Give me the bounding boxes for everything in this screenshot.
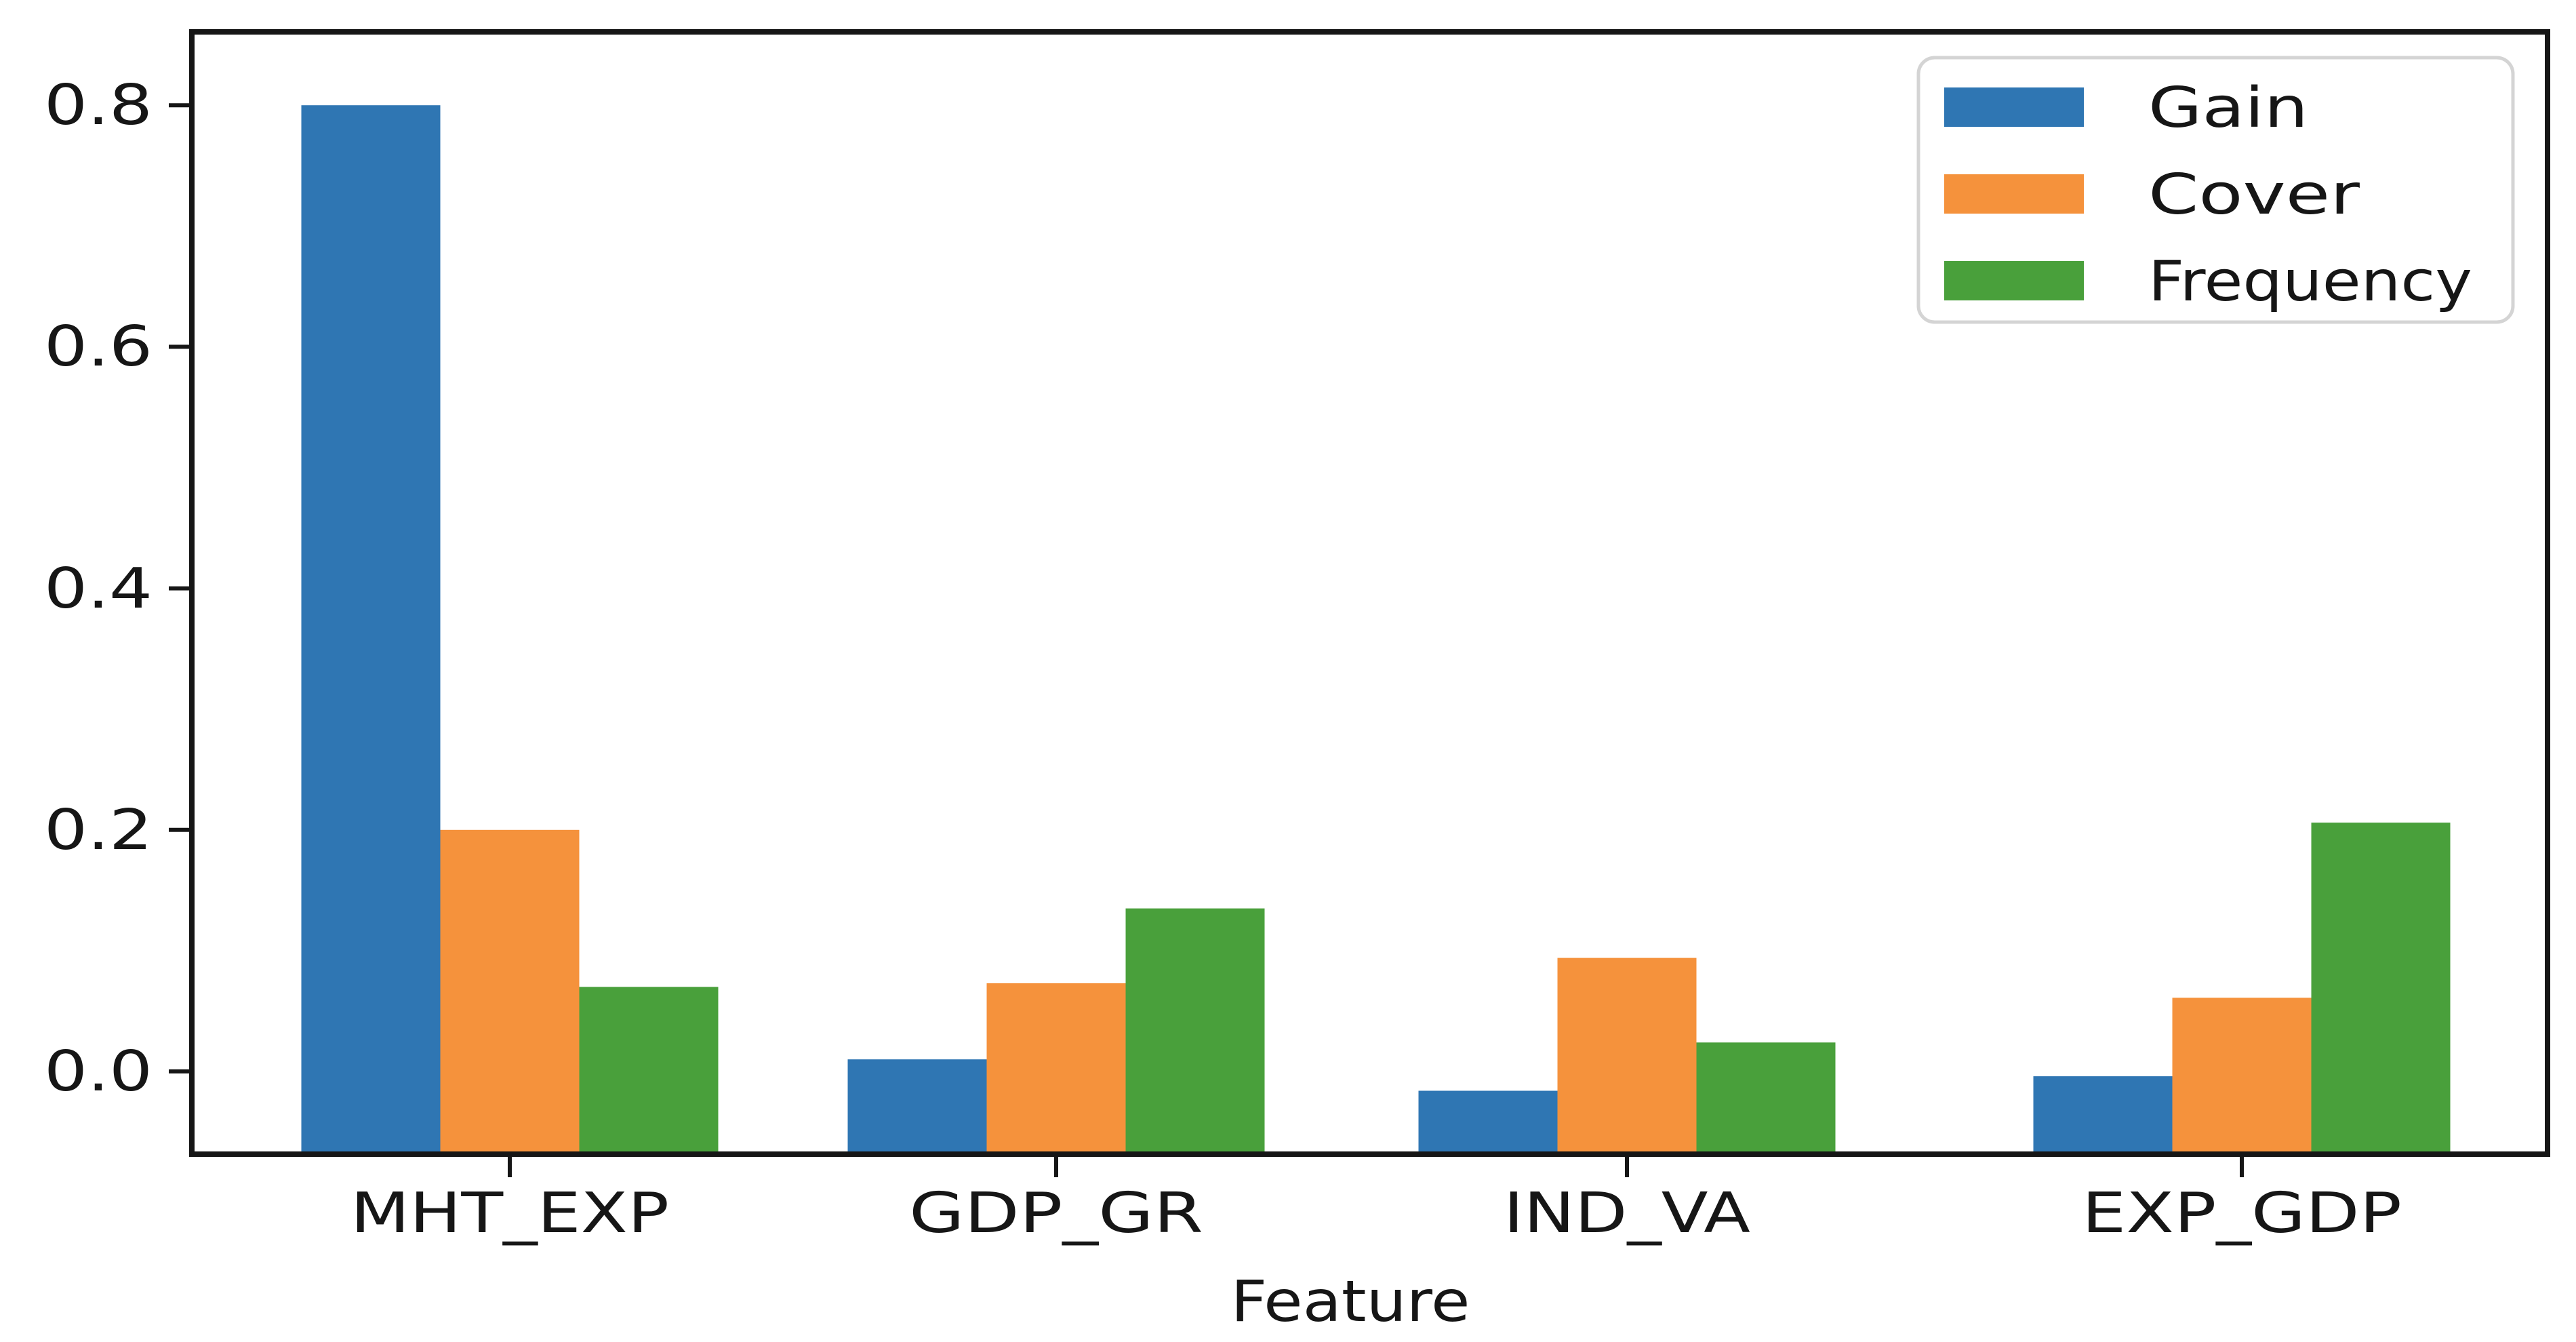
legend-label-cover: Cover [2148,163,2360,227]
legend-label-frequency: Frequency [2148,250,2472,314]
x-tick-label-ind-va: IND_VA [1504,1181,1750,1246]
y-tick-label-0.4: 0.4 [44,557,153,621]
axes-layer [169,29,2550,1177]
y-tick-label-0.8: 0.8 [44,73,153,138]
bar-GDP_GR-frequency [1125,908,1265,1154]
legend-swatch-frequency [1944,261,2084,300]
bars-layer [301,105,2451,1155]
bar-IND_VA-frequency [1696,1042,1836,1154]
x-axis-title: Feature [1231,1268,1470,1335]
bar-MHT_EXP-gain [301,105,441,1155]
bar-EXP_GDP-frequency [2311,823,2451,1154]
y-tick-label-0.0: 0.0 [44,1040,153,1104]
legend: Gain Cover Frequency [1916,56,2515,324]
bar-EXP_GDP-cover [2172,998,2312,1154]
legend-label-gain: Gain [2148,76,2308,140]
bar-MHT_EXP-frequency [579,987,719,1154]
bar-IND_VA-gain [1418,1090,1558,1154]
bar-MHT_EXP-cover [440,829,580,1154]
x-tick-label-mht-exp: MHT_EXP [350,1181,669,1246]
bar-GDP_GR-gain [847,1059,987,1154]
legend-swatch-cover [1944,174,2084,214]
x-tick-label-exp-gdp: EXP_GDP [2082,1181,2402,1246]
y-tick-label-0.2: 0.2 [44,798,153,863]
bar-EXP_GDP-gain [2033,1076,2173,1154]
plot-spines [189,29,2550,1157]
legend-swatch-gain [1944,87,2084,127]
y-tick-label-0.6: 0.6 [44,315,153,379]
x-tick-label-gdp-gr: GDP_GR [909,1181,1203,1246]
bar-GDP_GR-cover [986,983,1126,1154]
bar-IND_VA-cover [1557,958,1697,1154]
